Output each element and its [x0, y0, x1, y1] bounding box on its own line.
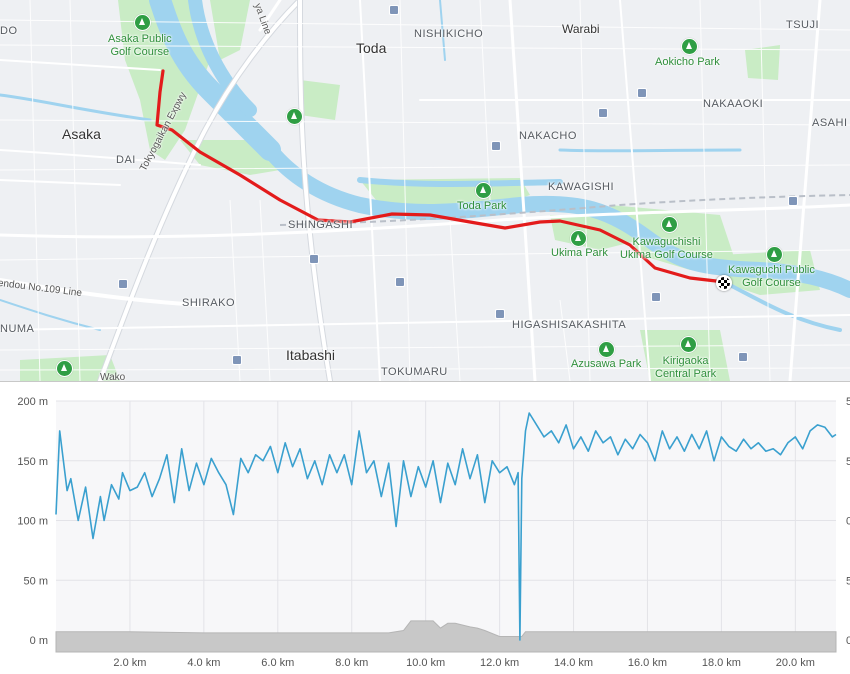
station-icon [637, 88, 647, 98]
park-label: Kirigaoka Central Park [655, 355, 717, 380]
roads [0, 0, 850, 381]
district-label: SHIRAKO [182, 297, 236, 309]
station-icon [738, 352, 748, 362]
x-tick-label: 10.0 km [406, 657, 445, 669]
station-icon [651, 292, 661, 302]
district-label: DAI [116, 154, 136, 166]
route-map[interactable]: Asaka Toda Warabi Itabashi NISHIKICHO TS… [0, 0, 850, 381]
station-icon [395, 277, 405, 287]
district-label: NAKACHO [519, 130, 577, 142]
x-tick-label: 8.0 km [335, 657, 368, 669]
station-icon [788, 196, 798, 206]
station-icon [118, 279, 128, 289]
x-tick-label: 12.0 km [480, 657, 519, 669]
park-pin-icon[interactable] [475, 182, 492, 199]
elevation-line [55, 412, 837, 641]
city-label: Itabashi [286, 347, 336, 363]
district-label: NUMA [0, 323, 35, 335]
y-tick-label: 50 m [24, 575, 48, 587]
elevation-chart-svg: 200 m 150 m 100 m 50 m 0 m 2.0 km 4.0 km 6.0 k… [17, 396, 850, 669]
park-pin-icon[interactable] [766, 246, 783, 263]
series-lines [55, 412, 837, 641]
park-label: Asaka Public Golf Course [108, 33, 172, 58]
finish-flag-icon[interactable] [716, 275, 732, 291]
park-label: Toda Park [457, 200, 507, 212]
station-icon [495, 309, 505, 319]
park-label: Kawaguchishi Ukima Golf Course [620, 236, 713, 261]
rivers [0, 0, 850, 332]
panel-divider [0, 381, 850, 382]
y-axis-ticks: 200 m 150 m 100 m 50 m 0 m [17, 396, 48, 647]
park-pin-icon[interactable] [570, 230, 587, 247]
x-tick-label: 6.0 km [261, 657, 294, 669]
x-tick-label: 2.0 km [113, 657, 146, 669]
y-tick-label: 100 m [17, 516, 48, 528]
city-label: Toda [356, 40, 387, 56]
park-pin-icon[interactable] [286, 108, 303, 125]
district-label: HIGASHISAKASHITA [512, 319, 627, 331]
secondary-area [55, 620, 837, 653]
secondary-area-path [55, 620, 837, 653]
minor-streets [0, 0, 850, 381]
x-tick-label: 18.0 km [702, 657, 741, 669]
city-label: Asaka [62, 126, 101, 142]
right-tick-label: 5 [846, 396, 850, 408]
district-label: DO [0, 25, 18, 37]
station-icon [598, 108, 608, 118]
district-label: TOKUMARU [381, 366, 448, 378]
y-tick-label: 150 m [17, 456, 48, 468]
district-label: NISHIKICHO [414, 28, 484, 40]
district-label: NAKAAOKI [703, 98, 764, 110]
park-pin-icon[interactable] [661, 216, 678, 233]
x-tick-label: 16.0 km [628, 657, 667, 669]
district-label: KAWAGISHI [548, 181, 615, 193]
route-line [155, 69, 718, 283]
railway [279, 194, 850, 226]
district-label: SHINGASHI [288, 219, 354, 231]
park-pin-icon[interactable] [134, 14, 151, 31]
x-tick-label: 20.0 km [776, 657, 815, 669]
right-axis-ticks: 5 5 0 5 0 [846, 396, 850, 647]
park-pin-icon[interactable] [56, 360, 73, 377]
x-axis-ticks: 2.0 km 4.0 km 6.0 km 8.0 km 10.0 km 12.0 km 14… [113, 657, 814, 669]
park-pin-icon[interactable] [598, 341, 615, 358]
park-pin-icon[interactable] [680, 336, 697, 353]
right-tick-label: 5 [846, 456, 850, 468]
park-label: Ukima Park [551, 247, 608, 259]
station-icon [389, 5, 399, 15]
district-label: ASAHI [812, 117, 848, 129]
park-label: Kawaguchi Public Golf Course [728, 264, 815, 289]
park-label: Aokicho Park [655, 56, 720, 68]
y-tick-label: 200 m [17, 396, 48, 408]
x-tick-label: 4.0 km [187, 657, 220, 669]
city-label: Warabi [562, 22, 600, 36]
y-tick-label: 0 m [30, 635, 48, 647]
right-tick-label: 0 [846, 635, 850, 647]
park-label: Azusawa Park [571, 358, 642, 370]
elevation-chart[interactable]: 200 m 150 m 100 m 50 m 0 m 2.0 km 4.0 km 6.0 k… [0, 382, 850, 674]
district-label: TSUJI [786, 19, 820, 31]
grid-lines [56, 400, 836, 652]
station-icon [232, 355, 242, 365]
park-pin-icon[interactable] [681, 38, 698, 55]
road-label: Wako [100, 372, 126, 381]
x-tick-label: 14.0 km [554, 657, 593, 669]
right-tick-label: 5 [846, 575, 850, 587]
plot-area [56, 401, 836, 652]
station-icon [491, 141, 501, 151]
station-icon [309, 254, 319, 264]
right-tick-label: 0 [846, 516, 850, 528]
